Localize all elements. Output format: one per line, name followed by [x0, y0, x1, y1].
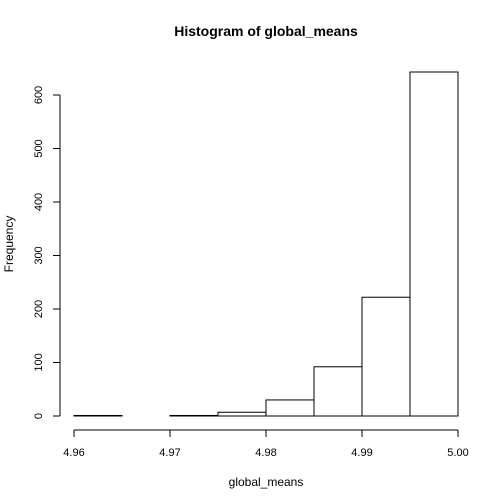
y-tick-label-6: 500: [33, 139, 45, 157]
y-axis: 0 100 200 300 400 500 600: [33, 86, 61, 419]
x-axis-label: global_means: [229, 475, 304, 489]
bars-group: [73, 71, 459, 417]
histogram-bar-3: [169, 414, 219, 417]
histogram-bar-1: [73, 414, 123, 417]
x-tick-label-3: 4.98: [255, 447, 276, 459]
y-tick-label-3: 200: [33, 300, 45, 318]
histogram-bar-8: [409, 71, 459, 417]
histogram-bar-6: [313, 366, 363, 417]
y-axis-label: Frequency: [2, 216, 16, 273]
x-tick-label-4: 4.99: [351, 447, 372, 459]
y-tick-label-2: 100: [33, 353, 45, 371]
x-tick-label-2: 4.97: [159, 447, 180, 459]
histogram-bar-5: [265, 399, 315, 417]
histogram-bar-7: [361, 296, 411, 417]
y-tick-label-7: 600: [33, 86, 45, 104]
x-tick-label-5: 5.00: [447, 447, 468, 459]
x-tick-label-1: 4.96: [63, 447, 84, 459]
x-axis: 4.96 4.97 4.98 4.99 5.00: [63, 429, 469, 459]
y-tick-label-5: 400: [33, 193, 45, 211]
histogram-bar-4: [217, 411, 267, 417]
y-tick-label-1: 0: [33, 413, 45, 419]
y-tick-label-4: 300: [33, 246, 45, 264]
chart-title: Histogram of global_means: [174, 23, 358, 39]
